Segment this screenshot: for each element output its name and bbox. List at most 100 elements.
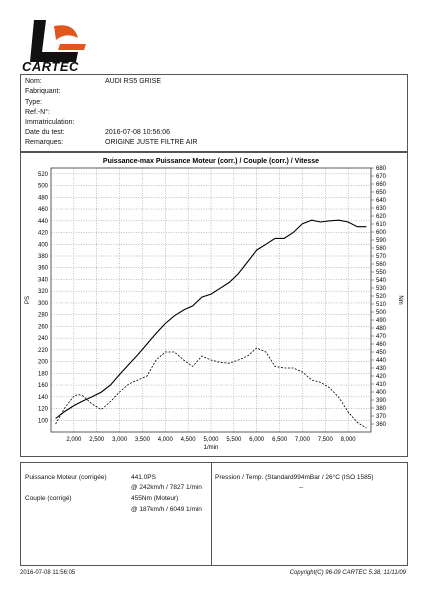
y-right-tick-label: 450 — [376, 350, 387, 356]
y-left-tick-label: 380 — [38, 254, 49, 260]
power-line — [55, 219, 367, 419]
y-right-tick-label: 380 — [376, 406, 387, 412]
y-left-tick-label: 160 — [38, 383, 49, 389]
x-tick-label: 5,000 — [203, 437, 219, 443]
chart-svg: Puissance-max Puissance Moteur (corr.) /… — [25, 158, 403, 451]
y-left-tick-label: 360 — [38, 266, 49, 272]
y-left-tick-label: 500 — [38, 184, 49, 190]
y-left-tick-label: 420 — [38, 231, 49, 237]
y-left-axis-label: PS — [25, 296, 31, 304]
y-left-tick-label: 140 — [38, 395, 49, 401]
y-right-tick-label: 460 — [376, 342, 387, 348]
y-right-tick-label: 550 — [376, 270, 387, 276]
y-left-tick-label: 100 — [38, 418, 49, 424]
y-right-tick-label: 440 — [376, 358, 387, 364]
y-right-tick-label: 410 — [376, 382, 387, 388]
x-tick-label: 2,500 — [89, 437, 105, 443]
x-tick-label: 8,000 — [341, 437, 357, 443]
y-right-tick-label: 670 — [376, 174, 387, 180]
y-right-tick-label: 590 — [376, 238, 387, 244]
y-right-tick-label: 680 — [376, 166, 387, 172]
plot-frame — [50, 167, 372, 433]
x-tick-label: 6,000 — [249, 437, 265, 443]
dyno-chart: Puissance-max Puissance Moteur (corr.) /… — [20, 152, 408, 457]
y-left-tick-label: 480 — [38, 195, 49, 201]
y-left-tick-label: 440 — [38, 219, 49, 225]
torque-line — [55, 347, 367, 429]
y-right-tick-label: 530 — [376, 286, 387, 292]
footer-timestamp: 2016-07-08 11:56:05 — [20, 570, 76, 576]
y-left-tick-label: 520 — [38, 172, 49, 178]
y-left-tick-label: 400 — [38, 242, 49, 248]
y-right-tick-label: 390 — [376, 398, 387, 404]
torque-label: Couple (corrigé) — [25, 495, 72, 502]
chart-title: Puissance-max Puissance Moteur (corr.) /… — [103, 158, 319, 165]
y-left-tick-label: 340 — [38, 277, 49, 283]
power-at: @ 242km/h / 7827 1/min — [131, 484, 202, 491]
pressure-temp: Pression / Temp. (Standard994mBar / 26°C… — [215, 474, 374, 481]
y-right-tick-label: 620 — [376, 214, 387, 220]
power-label: Puissance Moteur (corrigée) — [25, 474, 107, 481]
x-tick-label: 2,000 — [66, 437, 82, 443]
y-left-tick-label: 300 — [38, 301, 49, 307]
y-right-tick-label: 630 — [376, 206, 387, 212]
cartec-logo — [30, 20, 86, 62]
info-value: 2016-07-08 10:56:06 — [105, 129, 170, 136]
info-label: Ref.-N°: — [25, 109, 50, 116]
y-right-tick-label: 500 — [376, 310, 387, 316]
y-right-tick-label: 560 — [376, 262, 387, 268]
y-left-tick-label: 200 — [38, 360, 49, 366]
results-box: Puissance Moteur (corrigée) 441.0PS @ 24… — [20, 462, 408, 566]
x-tick-label: 7,500 — [318, 437, 334, 443]
y-right-tick-label: 470 — [376, 334, 387, 340]
x-tick-label: 5,500 — [226, 437, 242, 443]
y-left-tick-label: 260 — [38, 324, 49, 330]
power-value: 441.0PS — [131, 474, 156, 481]
y-right-axis-label: Nm — [397, 295, 403, 304]
y-right-tick-label: 370 — [376, 414, 387, 420]
x-axis-label: 1/min — [204, 445, 219, 451]
logo-text: CARTEC — [22, 59, 79, 74]
info-label: Date du test: — [25, 129, 65, 136]
y-right-tick-label: 360 — [376, 422, 387, 428]
info-value: AUDI RS5 GRISE — [105, 78, 162, 85]
x-tick-label: 4,500 — [181, 437, 197, 443]
x-tick-label: 6,500 — [272, 437, 288, 443]
y-right-tick-label: 480 — [376, 326, 387, 332]
y-left-tick-label: 220 — [38, 348, 49, 354]
y-right-tick-label: 540 — [376, 278, 387, 284]
vehicle-info-box: Nom: AUDI RS5 GRISE Fabriquant: Type: Re… — [20, 74, 408, 152]
y-right-tick-label: 580 — [376, 246, 387, 252]
y-right-tick-label: 490 — [376, 318, 387, 324]
pressure-temp-sub: -- — [299, 484, 304, 491]
y-right-tick-label: 420 — [376, 374, 387, 380]
x-tick-label: 7,000 — [295, 437, 311, 443]
divider — [211, 463, 212, 565]
y-right-tick-label: 640 — [376, 198, 387, 204]
info-label: Fabriquant: — [25, 88, 61, 95]
y-right-tick-label: 570 — [376, 254, 387, 260]
torque-at: @ 187km/h / 6049 1/min — [131, 506, 202, 513]
y-left-tick-label: 460 — [38, 207, 49, 213]
x-tick-label: 4,000 — [158, 437, 174, 443]
info-label: Remarques: — [25, 139, 64, 146]
x-tick-label: 3,000 — [112, 437, 128, 443]
info-label: Nom: — [25, 78, 42, 85]
y-left-tick-label: 120 — [38, 407, 49, 413]
y-right-tick-label: 430 — [376, 366, 387, 372]
y-right-tick-label: 510 — [376, 302, 387, 308]
y-left-tick-label: 180 — [38, 371, 49, 377]
y-left-tick-label: 280 — [38, 313, 49, 319]
y-right-tick-label: 600 — [376, 230, 387, 236]
y-left-tick-label: 320 — [38, 289, 49, 295]
y-right-tick-label: 660 — [376, 182, 387, 188]
y-right-tick-label: 650 — [376, 190, 387, 196]
y-left-tick-label: 240 — [38, 336, 49, 342]
y-right-tick-label: 610 — [376, 222, 387, 228]
info-value: ORIGINE JUSTE FILTRE AIR — [105, 139, 198, 146]
x-tick-label: 3,500 — [135, 437, 151, 443]
torque-value: 455Nm (Moteur) — [131, 495, 179, 502]
info-label: Immatriculation: — [25, 119, 75, 126]
footer-copyright: Copyright(C) 96-09 CARTEC 5.38, 11/11/09 — [289, 570, 406, 576]
info-label: Type: — [25, 99, 43, 106]
